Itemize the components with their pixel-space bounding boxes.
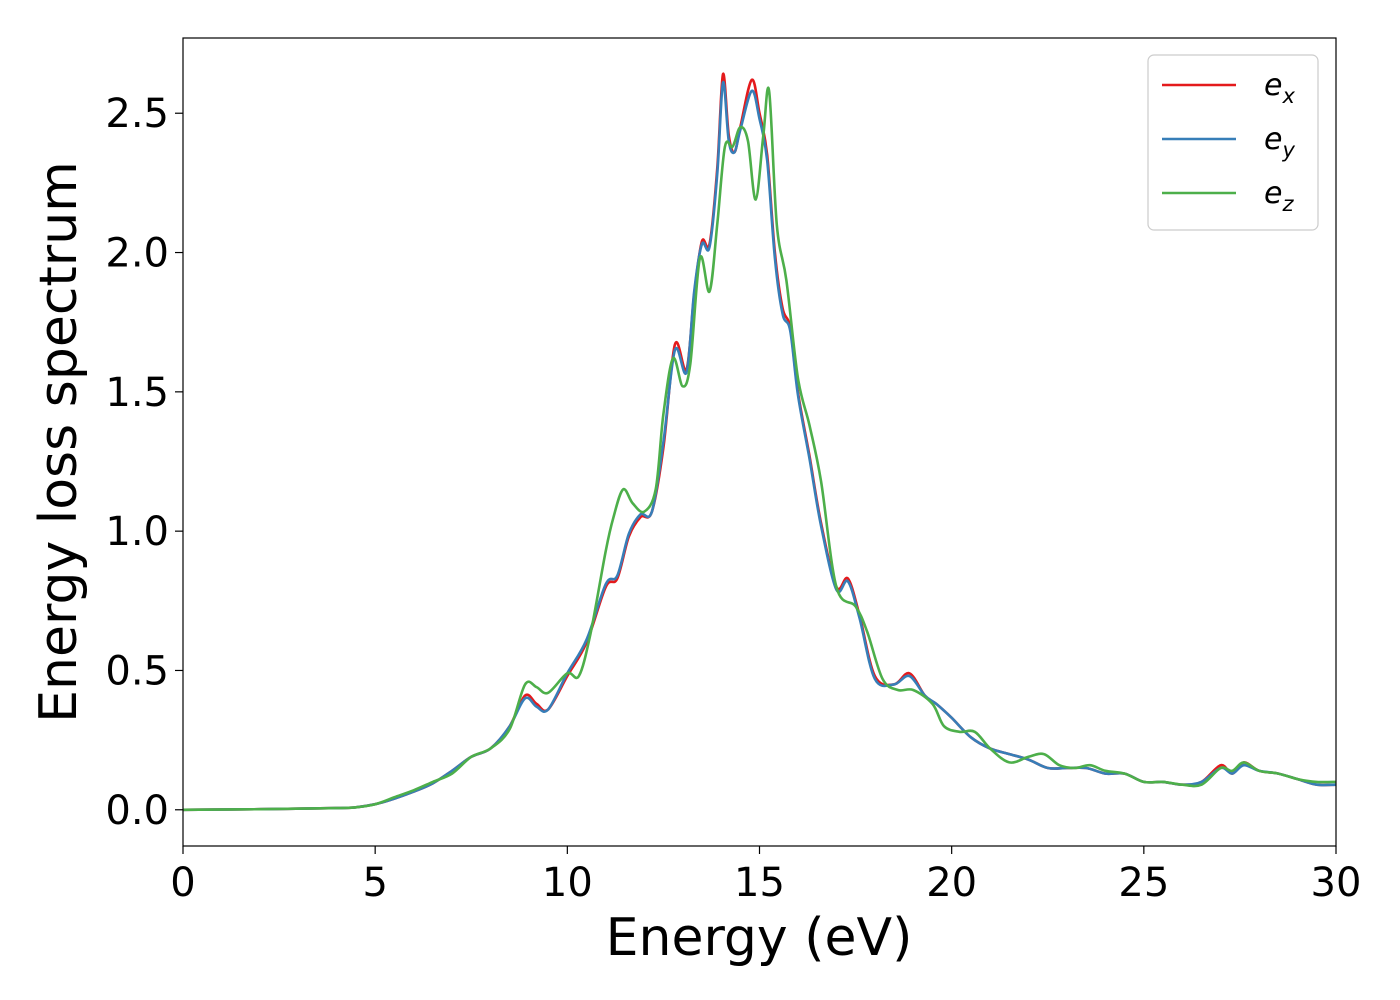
y-tick-label: 0.0 <box>105 788 169 834</box>
x-axis-label: Energy (eV) <box>606 908 913 968</box>
x-tick-label: 20 <box>926 860 977 906</box>
y-tick-label: 1.0 <box>105 509 169 555</box>
series-layer <box>183 72 1336 812</box>
legend: ex ey ez <box>1147 54 1319 231</box>
legend-label-e-x: ex <box>1264 68 1295 108</box>
x-tick-label: 25 <box>1118 860 1169 906</box>
y-tick-label: 0.5 <box>105 648 169 694</box>
x-tick-label: 15 <box>734 860 785 906</box>
x-tick-label: 0 <box>170 860 195 906</box>
y-tick-label: 1.5 <box>105 370 169 416</box>
x-axis: 0 5 10 15 20 25 30 <box>170 846 1361 906</box>
x-tick-label: 30 <box>1311 860 1362 906</box>
y-axis-label: Energy loss spectrum <box>29 161 89 723</box>
y-tick-label: 2.0 <box>105 231 169 277</box>
x-tick-label: 10 <box>542 860 593 906</box>
y-axis: 0.0 0.5 1.0 1.5 2.0 2.5 <box>105 91 183 834</box>
legend-box <box>1147 54 1319 231</box>
y-tick-label: 2.5 <box>105 91 169 137</box>
series-line-e-z <box>183 86 1336 812</box>
x-tick-label: 5 <box>362 860 387 906</box>
legend-label-e-y: ey <box>1264 122 1295 162</box>
legend-label-e-z: ez <box>1264 176 1294 216</box>
